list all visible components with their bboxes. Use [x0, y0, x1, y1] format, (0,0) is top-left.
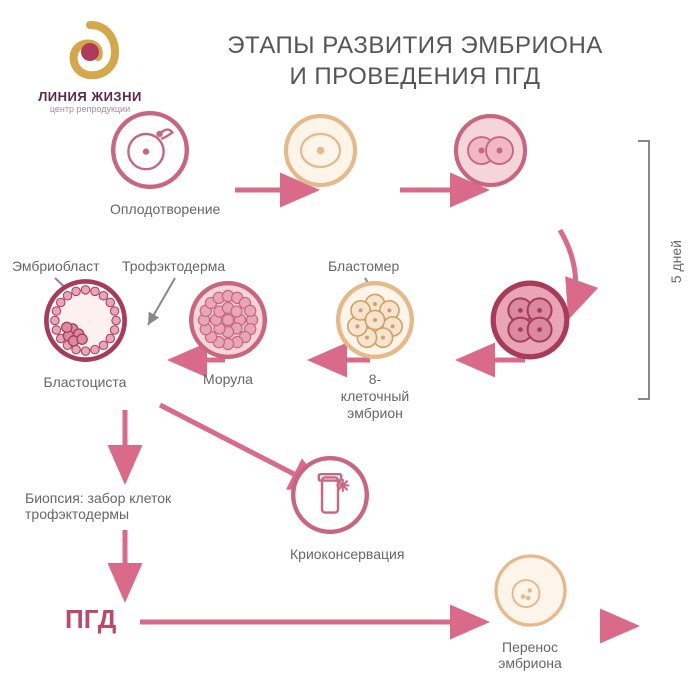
bracket-5-days	[648, 140, 650, 400]
callout-trophectoderm: Трофэктодерма	[122, 258, 225, 274]
stage-two_cell	[453, 113, 528, 193]
pgd-label: ПГД	[65, 604, 116, 634]
stage-cryo: Криоконсервация	[290, 455, 370, 563]
stage-transfer: Перенос эмбриона	[493, 553, 568, 673]
title-line-2: И ПРОВЕДЕНИЯ ПГД	[289, 63, 540, 90]
callout-blastomere: Бластомер	[328, 258, 399, 274]
logo: ЛИНИЯ ЖИЗНИ центр репродукции	[30, 20, 150, 114]
callout-embryoblast: Эмбриобласт	[12, 258, 100, 274]
stage-zygote	[283, 113, 358, 193]
stage-morula: Морула	[188, 280, 268, 388]
stage-four_cell	[490, 280, 570, 365]
title-line-1: ЭТАПЫ РАЗВИТИЯ ЭМБРИОНА	[227, 32, 603, 59]
page-title: ЭТАПЫ РАЗВИТИЯ ЭМБРИОНА И ПРОВЕДЕНИЯ ПГД	[200, 30, 630, 92]
stage-blastocyst-label: Бластоциста	[43, 374, 128, 391]
stage-cryo-label: Криоконсервация	[290, 546, 370, 563]
stage-fertilization: Оплодотворение	[110, 110, 190, 218]
logo-title: ЛИНИЯ ЖИЗНИ	[30, 89, 150, 104]
stage-fertilization-label: Оплодотворение	[110, 201, 190, 218]
text-pgd: ПГД	[65, 604, 116, 635]
logo-swirl-icon	[60, 20, 120, 80]
stage-blastocyst: Бластоциста	[43, 278, 128, 391]
stage-morula-label: Морула	[188, 371, 268, 388]
stage-eight_cell: 8-клеточный эмбрион	[335, 280, 415, 421]
bracket-label: 5 дней	[668, 240, 684, 283]
stage-transfer-label: Перенос эмбриона	[493, 639, 568, 673]
biopsy-label: Биопсия: забор клеток трофэктодермы	[25, 490, 171, 522]
text-biopsy: Биопсия: забор клеток трофэктодермы	[25, 490, 225, 522]
stage-eight_cell-label: 8-клеточный эмбрион	[335, 371, 415, 421]
